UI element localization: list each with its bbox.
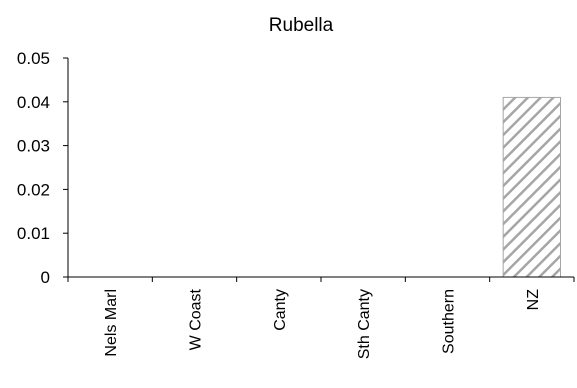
y-tick-label: 0 <box>41 268 50 287</box>
x-tick-label: NZ <box>525 289 542 311</box>
x-tick-label: Canty <box>272 289 289 331</box>
y-tick-label: 0.01 <box>17 224 50 243</box>
y-tick-label: 0.03 <box>17 137 50 156</box>
x-tick-label: W Coast <box>188 288 205 350</box>
y-axis: 0 0.01 0.02 0.03 0.04 0.05 <box>17 49 69 287</box>
bar <box>502 96 562 278</box>
x-tick-label: Sth Canty <box>356 289 373 359</box>
chart-title: Rubella <box>269 15 334 36</box>
y-tick-label: 0.04 <box>17 93 50 112</box>
x-axis: Nels Marl W Coast Canty Sth Canty Southern NZ <box>67 276 575 359</box>
y-tick-label: 0.05 <box>17 49 50 68</box>
x-tick-label: Nels Marl <box>103 289 120 357</box>
bars <box>502 96 562 278</box>
x-tick-label: Southern <box>441 289 458 354</box>
y-tick-label: 0.02 <box>17 180 50 199</box>
